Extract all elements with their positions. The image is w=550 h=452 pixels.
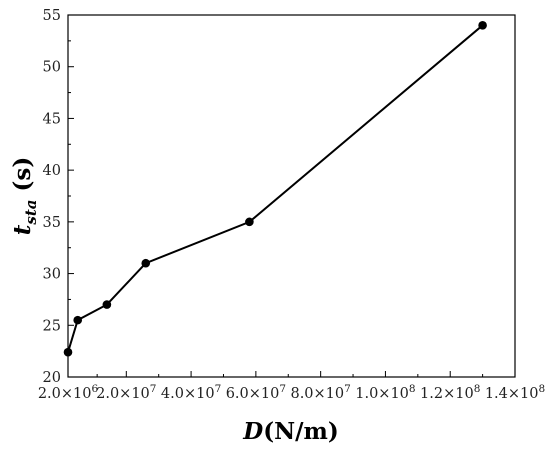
x-tick-label: 2.0×107 (96, 383, 156, 402)
x-tick-label: 1.0×108 (355, 383, 415, 402)
y-tick-label: 20 (43, 370, 61, 386)
data-point (245, 217, 254, 227)
y-axis-ticks: 20 25 30 35 40 45 50 55 (43, 8, 74, 386)
data-point (102, 300, 112, 309)
y-tick-label: 40 (43, 163, 61, 179)
x-tick-label: 1.2×108 (420, 383, 480, 402)
x-tick-label: 6.0×107 (226, 383, 286, 402)
data-point (478, 21, 487, 30)
data-point (63, 347, 73, 357)
y-tick-label: 55 (43, 8, 61, 24)
series-polyline (67, 24, 484, 353)
x-tick-label: 2.0×106 (38, 383, 99, 402)
data-point (141, 258, 151, 268)
x-tick-label: 4.0×107 (161, 383, 221, 402)
x-tick-label: 1.4×108 (485, 383, 545, 402)
y-tick-label: 30 (43, 267, 61, 283)
y-tick-label: 50 (43, 60, 61, 76)
y-tick-label: 45 (43, 111, 61, 127)
x-axis-label: D(N/m) (242, 418, 338, 445)
y-tick-label: 25 (43, 318, 61, 334)
x-tick-label: 8.0×107 (290, 383, 350, 402)
data-point (73, 315, 83, 325)
series-line (63, 21, 487, 357)
plot-frame (67, 14, 516, 378)
y-axis-label: tsta (s) (9, 157, 40, 235)
y-tick-label: 35 (43, 215, 61, 231)
